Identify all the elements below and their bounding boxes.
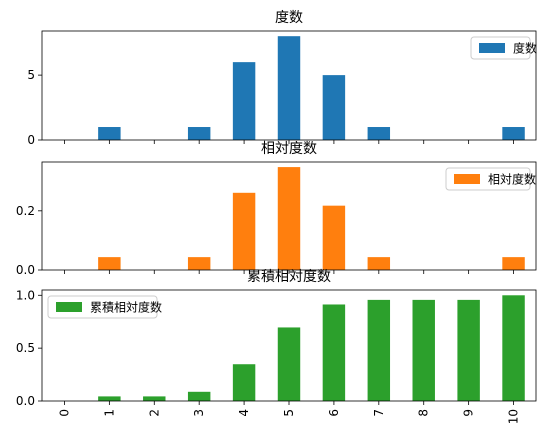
y-tick-label: 0 (27, 133, 35, 147)
y-tick-label: 5 (27, 68, 35, 82)
legend-swatch (56, 302, 82, 312)
bar-5 (277, 327, 301, 401)
bar-10 (502, 127, 525, 140)
legend-frame (47, 295, 158, 319)
bar-7 (367, 257, 391, 270)
subplot-title: 累積相対度数 (247, 269, 331, 285)
bar-1 (98, 257, 121, 270)
bar-10 (502, 257, 525, 270)
bar-5 (277, 36, 301, 140)
y-tick-label: 1.0 (16, 288, 35, 302)
y-tick-label: 0.0 (16, 263, 35, 277)
x-tick-label: 1 (102, 409, 116, 417)
bar-6 (322, 205, 346, 270)
legend: 累積相対度数 (47, 295, 162, 319)
x-tick-label: 2 (147, 409, 161, 417)
bar-6 (322, 75, 346, 140)
bar-9 (457, 299, 480, 401)
legend-label: 累積相対度数 (90, 300, 162, 315)
x-tick-label: 4 (237, 409, 251, 417)
legend: 相対度数 (445, 167, 536, 191)
x-tick-label: 5 (282, 409, 296, 417)
subplot-title: 相対度数 (261, 141, 317, 157)
bar-5 (277, 167, 301, 270)
bar-2 (143, 396, 166, 401)
x-tick-label: 6 (327, 409, 341, 417)
legend-swatch (454, 174, 480, 184)
bar-4 (232, 364, 256, 401)
bar-3 (187, 127, 211, 140)
bar-3 (187, 391, 211, 401)
bar-1 (98, 127, 121, 140)
bar-1 (98, 396, 121, 401)
subplot-title: 度数 (275, 10, 303, 26)
x-tick-label: 7 (372, 409, 386, 417)
legend: 度数 (470, 36, 537, 60)
y-tick-label: 0.0 (16, 394, 35, 408)
bar-4 (232, 192, 256, 270)
bar-8 (412, 299, 435, 401)
x-tick-label: 3 (192, 409, 206, 417)
y-tick-label: 0.5 (16, 341, 35, 355)
legend-swatch (479, 43, 505, 53)
x-tick-label: 9 (462, 409, 476, 417)
bar-10 (502, 295, 525, 401)
legend-label: 相対度数 (488, 172, 536, 187)
legend-frame (445, 167, 531, 191)
bar-7 (367, 299, 391, 401)
bar-3 (187, 257, 211, 270)
legend-label: 度数 (513, 41, 537, 56)
y-tick-label: 0.2 (16, 204, 35, 218)
bar-7 (367, 127, 391, 140)
x-tick-label: 10 (507, 409, 521, 424)
bar-4 (232, 62, 256, 140)
x-tick-label: 8 (417, 409, 431, 417)
bar-6 (322, 304, 346, 401)
x-tick-label: 0 (57, 409, 71, 417)
